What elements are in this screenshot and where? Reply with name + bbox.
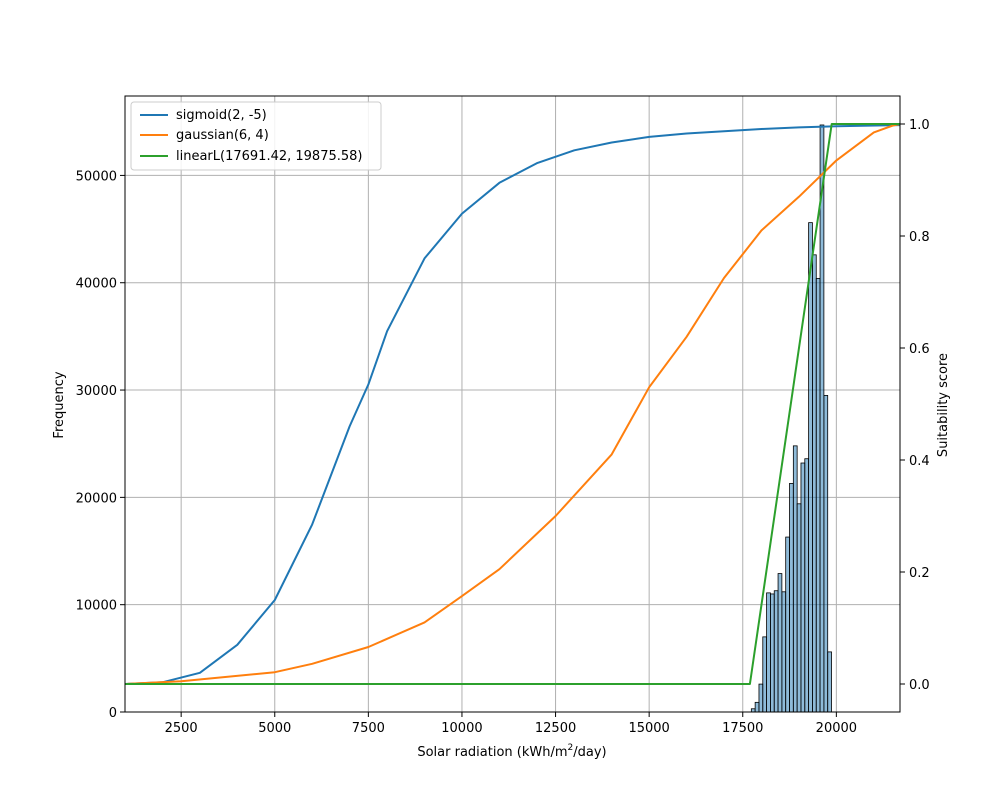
histogram-bar-6 [773,590,779,713]
series-line-2 [125,123,900,685]
legend-label-gaussian: gaussian(6, 4) [176,128,269,143]
y-left-tick-label-3: 30000 [76,384,117,399]
histogram-bar-3 [762,636,768,713]
legend-label-linearL: linearL(17691.42, 19875.58) [176,149,362,164]
x-axis-label: Solar radiation (kWh/m2/day) [417,743,606,760]
histogram-bar-9 [785,536,790,713]
histogram-bar-2 [758,683,764,713]
x-tick-label-6: 17500 [722,721,763,736]
y-right-tick-label-4: 0.8 [909,230,930,245]
y-left-tick-label-0: 0 [109,706,117,721]
histogram-bar-7 [777,573,783,713]
x-tick-label-1: 5000 [258,721,291,736]
histogram-bar-20 [827,651,832,713]
histogram-bar-4 [766,592,771,713]
y-axis-right: 0.0 0.2 0.4 0.6 0.8 1.0 [900,118,930,693]
x-tick-label-5: 15000 [628,721,669,736]
histogram-bar-11 [792,445,798,713]
x-tick-label-3: 10000 [441,721,482,736]
y-axis-left-label: Frequency [52,371,67,438]
histogram-bar-1 [754,701,760,713]
y-right-tick-label-0: 0.0 [909,678,930,693]
y-right-tick-label-1: 0.2 [909,566,930,581]
histogram-bar-8 [781,591,787,713]
y-left-tick-label-1: 10000 [76,599,117,614]
legend: sigmoid(2, -5) gaussian(6, 4) linearL(17… [130,101,382,171]
series-line-1 [124,123,901,685]
histogram-bar-15 [808,222,813,713]
histogram-bar-13 [800,462,806,713]
x-tick-label-4: 12500 [535,721,576,736]
plot-frame [124,95,901,713]
y-right-tick-label-2: 0.4 [909,454,930,469]
histogram-bar-10 [789,483,794,713]
x-tick-label-0: 2500 [165,721,198,736]
histogram-bar-19 [823,395,829,713]
legend-box [130,101,382,171]
series-lines [124,123,901,685]
y-right-tick-label-3: 0.6 [909,342,930,357]
histogram-bar-18 [819,124,825,713]
x-tick-label-7: 20000 [816,721,857,736]
histogram-bar-14 [804,458,810,713]
x-tick-label-2: 7500 [352,721,385,736]
y-axis-left: 0 10000 20000 30000 40000 50000 [76,169,125,721]
y-right-tick-label-5: 1.0 [909,118,930,133]
y-left-tick-label-4: 40000 [76,277,117,292]
histogram-bar-16 [812,254,817,713]
histogram-bar-12 [796,503,802,713]
y-axis-right-label: Suitability score [936,353,951,457]
x-axis: 2500 5000 7500 10000 12500 15000 17500 20000 [165,712,857,736]
legend-label-sigmoid: sigmoid(2, -5) [176,108,267,123]
series-line-0 [124,124,901,685]
y-left-tick-label-2: 20000 [76,491,117,506]
y-left-tick-label-5: 50000 [76,169,117,184]
histogram-bar-5 [770,593,775,713]
histogram-bar-17 [815,278,821,713]
